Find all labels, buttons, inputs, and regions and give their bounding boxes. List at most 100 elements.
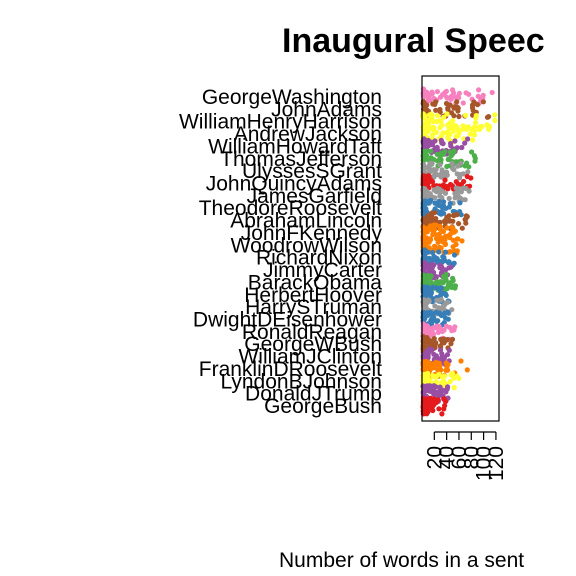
data-point xyxy=(477,126,483,132)
data-point xyxy=(433,274,439,280)
data-point xyxy=(437,234,443,240)
data-point xyxy=(425,361,432,367)
data-point xyxy=(464,367,470,373)
data-point xyxy=(435,147,441,153)
category-label: JamesGarfield xyxy=(247,185,382,208)
data-point xyxy=(460,171,466,177)
data-point xyxy=(484,114,491,120)
category-label: ThomasJefferson xyxy=(220,148,382,171)
data-point xyxy=(436,244,443,250)
data-point xyxy=(476,87,482,93)
data-point xyxy=(436,406,442,412)
data-point xyxy=(492,117,498,124)
data-point xyxy=(431,125,437,131)
data-point xyxy=(442,233,449,239)
data-point xyxy=(427,309,434,315)
data-point xyxy=(455,187,461,193)
data-point xyxy=(461,178,467,185)
plot-frame xyxy=(421,75,500,422)
data-point xyxy=(440,374,446,380)
data-point xyxy=(445,133,452,139)
data-point xyxy=(448,143,454,149)
data-point xyxy=(472,155,478,161)
data-point xyxy=(449,307,455,313)
category-label: FranklinDRoosevelt xyxy=(199,358,382,381)
data-point xyxy=(424,365,430,371)
data-point xyxy=(428,148,434,154)
data-point xyxy=(463,112,469,118)
data-point xyxy=(445,310,451,316)
data-point xyxy=(466,91,472,97)
data-point xyxy=(435,239,441,245)
data-point xyxy=(427,199,433,205)
data-point xyxy=(467,131,473,137)
data-point xyxy=(471,99,477,105)
data-point xyxy=(441,354,447,361)
data-point xyxy=(444,364,450,370)
data-point xyxy=(442,398,449,405)
data-point xyxy=(429,403,435,410)
data-point xyxy=(434,129,440,135)
data-point xyxy=(446,347,452,353)
data-point xyxy=(440,258,446,264)
data-point xyxy=(442,403,448,409)
data-point xyxy=(437,189,443,195)
data-point xyxy=(459,144,465,151)
data-point xyxy=(422,239,428,245)
data-point xyxy=(422,336,429,342)
data-point xyxy=(433,216,439,222)
data-point xyxy=(439,411,445,417)
category-label: JohnFKennedy xyxy=(241,222,383,245)
data-point xyxy=(432,254,438,261)
data-point xyxy=(425,249,431,255)
data-point xyxy=(473,120,479,126)
data-point xyxy=(447,379,453,385)
data-point xyxy=(432,303,438,309)
x-axis-label: Number of words in a sent xyxy=(279,549,524,572)
data-point xyxy=(457,175,463,181)
data-point xyxy=(480,99,486,105)
data-point xyxy=(438,137,444,143)
data-point xyxy=(447,181,454,188)
data-point xyxy=(463,185,469,192)
data-point xyxy=(432,138,438,144)
data-point xyxy=(456,221,462,227)
data-point xyxy=(441,340,447,346)
data-point xyxy=(423,408,429,414)
data-point xyxy=(445,260,452,266)
data-point xyxy=(465,169,471,175)
data-point xyxy=(447,200,453,207)
data-point xyxy=(442,315,448,321)
x-tick-label: 120 xyxy=(485,446,508,481)
data-point xyxy=(450,277,456,284)
data-point xyxy=(446,324,453,330)
chart-title: Inaugural Speec xyxy=(282,22,545,60)
data-point xyxy=(431,336,437,342)
data-point xyxy=(437,125,443,131)
data-point xyxy=(438,367,444,373)
data-point xyxy=(434,285,440,291)
data-point xyxy=(480,92,486,98)
data-point xyxy=(436,118,443,124)
data-point xyxy=(430,249,436,256)
data-point xyxy=(456,113,462,120)
data-point xyxy=(430,101,436,107)
data-point xyxy=(446,195,452,202)
data-point xyxy=(436,203,442,209)
category-label: WilliamHowardTaft xyxy=(208,135,382,158)
data-point xyxy=(489,89,495,96)
data-point xyxy=(437,162,443,168)
data-point xyxy=(454,373,460,379)
data-point xyxy=(460,100,466,106)
data-point xyxy=(449,160,455,167)
data-point xyxy=(437,263,443,269)
data-point xyxy=(436,198,442,204)
data-point xyxy=(438,211,444,217)
data-point xyxy=(436,324,442,330)
data-point xyxy=(427,160,433,166)
category-label: DwightDEisenhower xyxy=(193,308,382,331)
data-point xyxy=(438,174,444,180)
data-point xyxy=(427,288,434,294)
data-point xyxy=(449,336,456,342)
